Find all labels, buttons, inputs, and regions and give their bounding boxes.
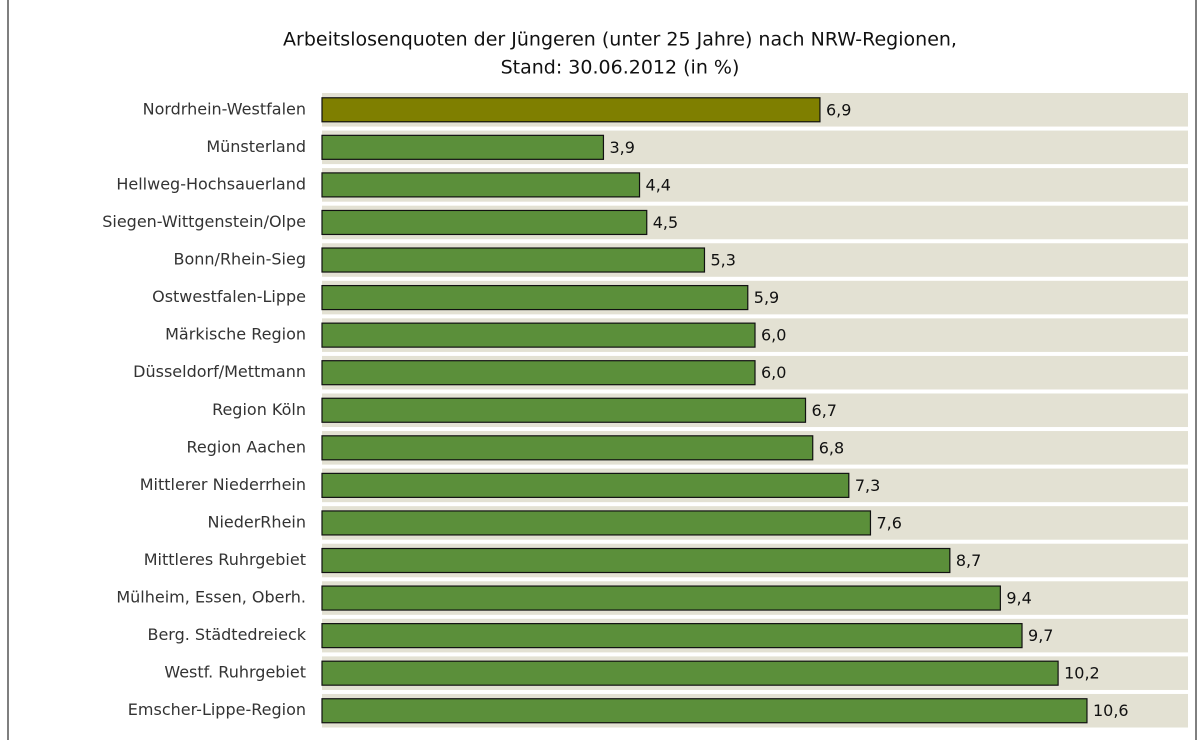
bar [321,172,641,198]
y-tick-label: Düsseldorf/Mettmann [133,362,306,381]
y-tick-label: Nordrhein-Westfalen [143,99,306,118]
bar [321,97,821,123]
bar [321,623,1023,649]
value-label: 6,9 [826,100,851,119]
bar [321,360,756,386]
value-label: 6,0 [761,326,786,345]
y-tick-label: Hellweg-Hochsauerland [116,174,306,193]
y-tick-label: Berg. Städtedreieck [147,625,306,644]
value-label: 5,9 [754,288,779,307]
y-tick-label: Mülheim, Essen, Oberh. [116,588,306,607]
y-tick-label: NiederRhein [207,512,306,531]
bar [321,134,605,160]
value-label: 4,4 [646,175,671,194]
bar [321,322,756,348]
bar [321,510,872,536]
bar [321,284,749,311]
chart-title: Arbeitslosenquoten der Jüngeren (unter 2… [283,29,957,51]
value-label: 9,4 [1006,589,1031,608]
y-tick-label: Region Aachen [186,437,306,456]
value-label: 5,3 [710,251,735,270]
bar [321,397,807,423]
bar [321,547,951,574]
bar [321,209,648,236]
bar [321,472,850,498]
bar [321,247,706,273]
bar [321,585,1001,611]
value-label: 7,3 [855,476,880,495]
value-label: 9,7 [1028,626,1053,645]
value-label: 4,5 [653,213,678,232]
frame [7,0,1197,740]
y-tick-label: Emscher-Lippe-Region [128,700,306,719]
y-tick-label: Märkische Region [165,325,306,344]
bar [321,660,1059,686]
value-label: 10,6 [1093,701,1129,720]
value-label: 6,0 [761,363,786,382]
value-label: 10,2 [1064,664,1100,683]
value-label: 8,7 [956,551,981,570]
value-label: 6,7 [812,401,837,420]
y-tick-label: Ostwestfalen-Lippe [152,287,306,306]
value-label: 7,6 [876,513,901,532]
bar [321,435,814,461]
y-tick-label: Mittleres Ruhrgebiet [144,550,306,569]
y-tick-label: Siegen-Wittgenstein/Olpe [102,212,306,231]
chart-subtitle: Stand: 30.06.2012 (in %) [501,57,740,79]
y-tick-label: Mittlerer Niederrhein [140,475,306,494]
y-tick-label: Bonn/Rhein-Sieg [174,250,307,269]
y-tick-label: Region Köln [212,400,306,419]
y-tick-label: Westf. Ruhrgebiet [164,663,306,682]
value-label: 6,8 [819,438,844,457]
y-tick-label: Münsterland [206,137,306,156]
value-label: 3,9 [609,138,634,157]
bar [321,698,1088,724]
